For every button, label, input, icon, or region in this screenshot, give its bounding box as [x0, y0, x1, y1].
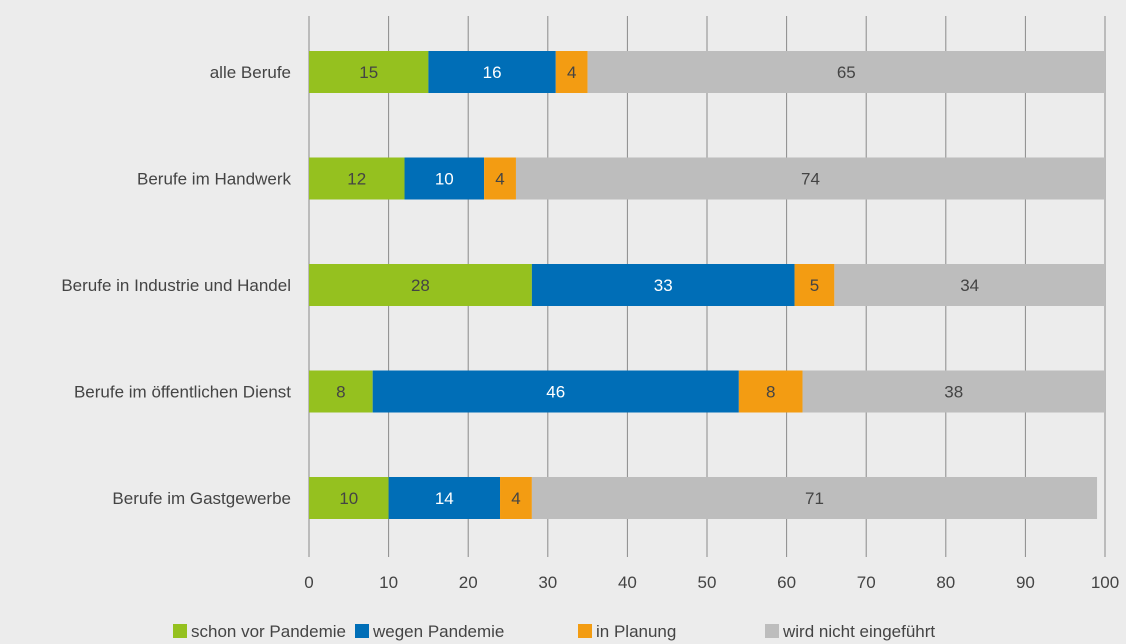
category-label: Berufe in Industrie und Handel	[61, 276, 291, 295]
x-tick-label: 30	[538, 573, 557, 592]
bar-segment	[404, 157, 485, 200]
bar-segment	[309, 477, 389, 519]
x-tick-label: 20	[459, 573, 478, 592]
data-label: 15	[359, 63, 378, 82]
legend-swatch	[173, 624, 187, 638]
bar-segment	[484, 157, 516, 200]
x-tick-label: 0	[304, 573, 313, 592]
bar-segment	[309, 51, 429, 93]
x-tick-label: 80	[936, 573, 955, 592]
bar-segment	[802, 370, 1105, 413]
data-label: 5	[810, 276, 819, 295]
data-label: 38	[944, 383, 963, 402]
category-label: Berufe im Handwerk	[137, 170, 292, 189]
x-tick-label: 90	[1016, 573, 1035, 592]
data-label: 46	[546, 383, 565, 402]
x-tick-label: 10	[379, 573, 398, 592]
x-tick-label: 100	[1091, 573, 1119, 592]
legend-swatch	[355, 624, 369, 638]
bar-segment	[834, 264, 1105, 306]
category-labels: alle Berufe Berufe im Handwerk Berufe in I…	[61, 63, 291, 508]
bar-segment	[428, 51, 556, 93]
bar-segment	[309, 264, 532, 306]
data-label: 4	[495, 170, 504, 189]
category-label: Berufe im öffentlichen Dienst	[74, 383, 291, 402]
x-tick-label: 70	[857, 573, 876, 592]
data-label: 71	[805, 489, 824, 508]
data-label: 16	[483, 63, 502, 82]
bar-segment	[515, 157, 1105, 200]
data-label: 74	[801, 170, 820, 189]
data-label: 12	[347, 170, 366, 189]
legend: schon vor Pandemie wegen Pandemie in Planu…	[173, 622, 935, 641]
data-label: 33	[654, 276, 673, 295]
category-label: Berufe im Gastgewerbe	[112, 489, 291, 508]
x-tick-label: 40	[618, 573, 637, 592]
x-tick-label: 60	[777, 573, 796, 592]
data-label: 4	[567, 63, 576, 82]
data-label: 65	[837, 63, 856, 82]
legend-swatch	[578, 624, 592, 638]
category-label: alle Berufe	[210, 63, 291, 82]
bar-segment	[587, 51, 1105, 93]
data-label: 10	[339, 489, 358, 508]
bar-segment	[738, 370, 803, 413]
legend-label: wird nicht eingeführt	[782, 622, 935, 641]
x-axis-ticks: 0 10 20 30 40 50 60 70 80 90 100	[304, 573, 1119, 592]
legend-label: in Planung	[596, 622, 676, 641]
legend-label: schon vor Pandemie	[191, 622, 346, 641]
legend-swatch	[765, 624, 779, 638]
data-label: 10	[435, 170, 454, 189]
data-label: 34	[960, 276, 979, 295]
bar-segment	[555, 51, 588, 93]
data-label: 8	[766, 383, 775, 402]
x-tick-label: 50	[698, 573, 717, 592]
bar-segment	[309, 370, 373, 413]
bar-segment	[372, 370, 739, 413]
bars: 15 16 4 65 12 10 4 74 28 33 5 34 8 46 8 38 10 14 4 71	[309, 51, 1105, 519]
data-label: 28	[411, 276, 430, 295]
bar-segment	[531, 477, 1098, 519]
bar-segment	[500, 477, 532, 519]
data-label: 14	[435, 489, 454, 508]
bar-segment	[531, 264, 795, 306]
bar-segment	[794, 264, 835, 306]
data-label: 8	[336, 383, 345, 402]
legend-label: wegen Pandemie	[372, 622, 504, 641]
data-label: 4	[511, 489, 520, 508]
bar-segment	[388, 477, 501, 519]
bar-segment	[309, 157, 405, 200]
